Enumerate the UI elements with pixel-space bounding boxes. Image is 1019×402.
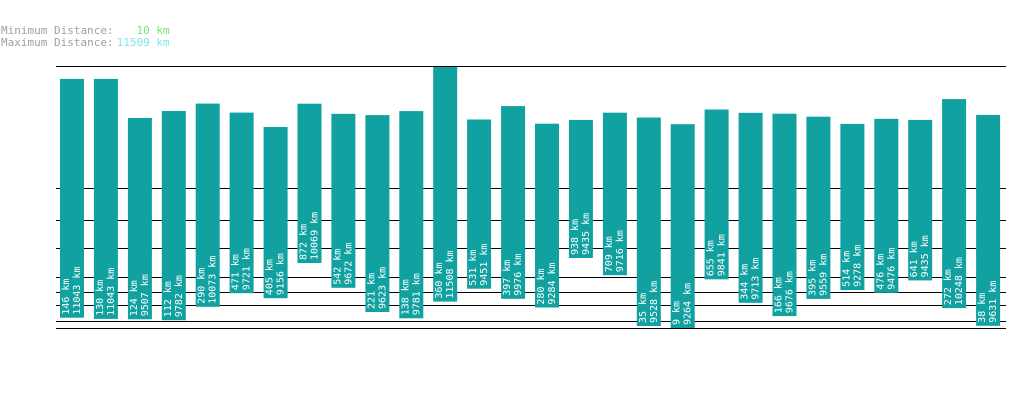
bar-max-label: 9672 km (343, 243, 354, 285)
maximum-distance-row: Maximum Distance: 11509 km (1, 37, 170, 49)
bar-min-label: 9 km (672, 301, 683, 325)
bar-min-label: 471 km (231, 254, 242, 290)
bar-max-label: 9451 km (479, 244, 490, 286)
distance-bar (501, 106, 526, 299)
bar-min-label: 405 km (265, 259, 276, 295)
distance-bar (738, 112, 763, 303)
distance-bar (467, 119, 492, 289)
minimum-distance-row: Minimum Distance: 10 km (1, 25, 170, 37)
bar-min-label: 397 km (502, 260, 513, 296)
bar-max-label: 9716 km (615, 230, 626, 272)
bar-min-label: 166 km (774, 277, 785, 313)
bar-min-label: 655 km (706, 240, 717, 276)
distance-bar (297, 103, 322, 263)
bar-min-label: 272 km (943, 269, 954, 305)
bar-max-label: 9435 km (581, 213, 592, 255)
bar-min-label: 112 km (163, 281, 174, 317)
bar-max-label: 9841 km (717, 234, 728, 276)
distance-bar (772, 113, 797, 317)
distance-bar (229, 112, 254, 294)
bar-max-label: 9528 km (649, 281, 660, 323)
bar-min-label: 138 km (400, 279, 411, 315)
distance-bar (433, 67, 458, 302)
distance-bar (568, 119, 593, 259)
distance-bar (942, 99, 967, 309)
distance-bar (602, 112, 627, 276)
bar-min-label: 290 km (197, 268, 208, 304)
bar-max-label: 9507 km (140, 274, 151, 316)
bar-min-label: 124 km (129, 280, 140, 316)
bar-max-label: 9623 km (377, 267, 388, 309)
bar-max-label: 10248 km (954, 257, 965, 305)
bar-min-label: 542 km (332, 249, 343, 285)
bar-min-label: 476 km (875, 254, 886, 290)
bar-max-label: 9631 km (988, 281, 999, 323)
distance-bar (60, 78, 84, 318)
bar-max-label: 9559 km (818, 254, 829, 296)
distance-bar (161, 111, 186, 321)
bar-max-label: 11043 km (106, 268, 117, 316)
minimum-distance-value: 10 km (136, 24, 170, 37)
bar-min-label: 395 km (807, 260, 818, 296)
distance-bar (806, 116, 831, 299)
bar-min-label: 130 km (95, 280, 106, 316)
bar-max-label: 10069 km (310, 212, 321, 260)
distance-bar (535, 123, 559, 308)
distance-bar (670, 124, 695, 328)
bar-min-label: 146 km (61, 279, 72, 315)
bar-max-label: 9278 km (852, 245, 863, 287)
distance-bar (195, 103, 220, 307)
bar-max-label: 9976 km (513, 254, 524, 296)
bar-max-label: 9156 km (276, 253, 287, 295)
distance-bar (874, 118, 899, 293)
distance-bar (704, 109, 729, 280)
bar-min-label: 872 km (299, 224, 310, 260)
bar-min-label: 360 km (434, 262, 445, 298)
distance-bar (365, 115, 390, 312)
bar-max-label: 11508 km (445, 250, 456, 298)
distance-bar (976, 114, 1001, 326)
bar-min-label: 531 km (468, 250, 479, 286)
bar-min-label: 344 km (740, 264, 751, 300)
minimum-distance-label: Minimum Distance: (1, 24, 114, 37)
maximum-distance-label: Maximum Distance: (1, 36, 114, 49)
bar-min-label: 35 km (638, 293, 649, 323)
bar-max-label: 11043 km (72, 267, 83, 315)
distance-bar (331, 113, 356, 288)
bar-max-label: 10073 km (208, 256, 219, 304)
bar-max-label: 9713 km (751, 258, 762, 300)
bar-min-label: 938 km (570, 219, 581, 255)
distance-bar (840, 123, 865, 291)
distance-bar (908, 119, 933, 281)
bar-max-label: 9782 km (174, 275, 185, 317)
distance-bar (127, 118, 152, 320)
bar-max-label: 9476 km (886, 248, 897, 290)
distance-bar (93, 78, 118, 319)
bar-max-label: 9435 km (920, 235, 931, 277)
bar-max-label: 9676 km (785, 271, 796, 313)
bar-min-label: 221 km (366, 273, 377, 309)
bar-min-label: 709 km (604, 236, 615, 272)
maximum-distance-value: 11509 km (116, 36, 170, 49)
bar-min-label: 641 km (909, 241, 920, 277)
distance-bar (263, 127, 288, 299)
bar-max-label: 9264 km (683, 283, 694, 325)
distance-bar (399, 111, 424, 319)
bar-min-label: 280 km (536, 268, 547, 304)
bar-min-label: 38 km (977, 293, 988, 323)
bar-max-label: 9781 km (411, 273, 422, 315)
bar-max-label: 9284 km (547, 262, 558, 304)
bar-max-label: 9721 km (242, 248, 253, 290)
distance-bar (636, 117, 661, 326)
bar-min-label: 514 km (841, 251, 852, 287)
bars-group: 146 km 11043 km 130 km 11043 km 124 km 9507 k… (60, 67, 1001, 328)
